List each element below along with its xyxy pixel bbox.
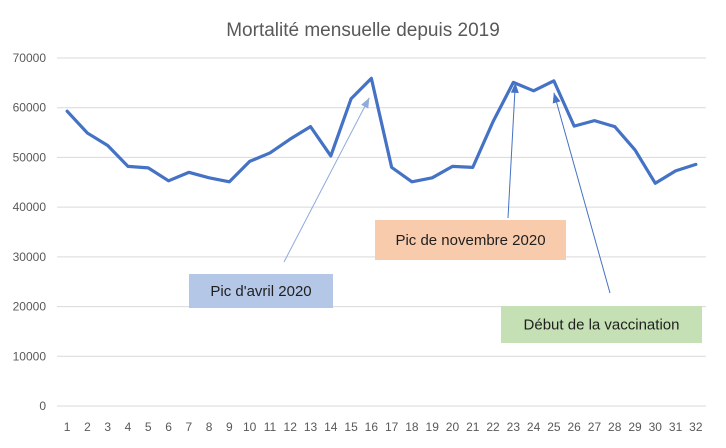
chart-title: Mortalité mensuelle depuis 2019 bbox=[226, 20, 500, 41]
annotation-arrowhead bbox=[552, 92, 561, 104]
x-tick-label: 12 bbox=[284, 420, 298, 434]
annotation-label: Début de la vaccination bbox=[524, 317, 680, 334]
y-tick-label: 0 bbox=[39, 399, 46, 413]
annotation-label: Pic de novembre 2020 bbox=[395, 232, 545, 249]
x-tick-label: 3 bbox=[104, 420, 111, 434]
series-layer bbox=[65, 76, 698, 185]
y-tick-label: 10000 bbox=[13, 349, 47, 363]
annotation-arrow bbox=[507, 82, 516, 219]
y-tick-label: 60000 bbox=[13, 101, 47, 115]
x-tick-label: 13 bbox=[304, 420, 318, 434]
x-tick-label: 22 bbox=[486, 420, 500, 434]
x-tick-label: 23 bbox=[507, 420, 521, 434]
y-tick-label: 70000 bbox=[13, 51, 47, 65]
x-tick-label: 18 bbox=[405, 420, 419, 434]
x-tick-label: 2 bbox=[84, 420, 91, 434]
annotation-box bbox=[501, 306, 702, 343]
gridlines bbox=[57, 57, 706, 407]
annotation-arrowhead bbox=[361, 97, 370, 109]
x-tick-label: 17 bbox=[385, 420, 399, 434]
x-tick-label: 1 bbox=[64, 420, 71, 434]
y-tick-label: 30000 bbox=[13, 250, 47, 264]
x-tick-label: 6 bbox=[165, 420, 172, 434]
x-tick-label: 20 bbox=[446, 420, 460, 434]
series-line bbox=[65, 76, 698, 185]
annotation-label: Pic d'avril 2020 bbox=[210, 283, 311, 300]
x-tick-label: 26 bbox=[567, 420, 581, 434]
annotation-callout: Début de la vaccination bbox=[501, 92, 702, 343]
x-tick-label: 5 bbox=[145, 420, 152, 434]
x-tick-label: 31 bbox=[669, 420, 683, 434]
x-axis-ticks: 1 2 3 4 5 6 7 8 9 10 11 12 13 14 15 16 17 18 19 20 21 22 23 24 2… bbox=[64, 420, 703, 434]
x-tick-label: 24 bbox=[527, 420, 541, 434]
annotation-callout: Pic de novembre 2020 bbox=[375, 82, 566, 260]
annotation-arrowhead bbox=[510, 82, 519, 94]
x-tick-label: 14 bbox=[324, 420, 338, 434]
annotation-box bbox=[375, 220, 566, 260]
x-tick-label: 25 bbox=[547, 420, 561, 434]
x-tick-label: 16 bbox=[365, 420, 379, 434]
x-tick-label: 28 bbox=[608, 420, 622, 434]
x-tick-label: 8 bbox=[206, 420, 213, 434]
x-tick-label: 32 bbox=[689, 420, 703, 434]
x-tick-label: 27 bbox=[588, 420, 602, 434]
annotations: Pic d'avril 2020 Pic de novembre 2020 Débu… bbox=[189, 82, 702, 343]
x-tick-label: 15 bbox=[344, 420, 358, 434]
y-tick-label: 20000 bbox=[13, 300, 47, 314]
annotation-arrow bbox=[553, 92, 611, 294]
x-tick-label: 10 bbox=[243, 420, 257, 434]
annotation-arrow bbox=[283, 97, 370, 263]
x-tick-label: 19 bbox=[426, 420, 440, 434]
y-tick-label: 50000 bbox=[13, 150, 47, 164]
y-tick-label: 40000 bbox=[13, 200, 47, 214]
x-tick-label: 30 bbox=[649, 420, 663, 434]
x-tick-label: 11 bbox=[264, 420, 277, 434]
annotation-box bbox=[189, 274, 333, 308]
annotation-callout: Pic d'avril 2020 bbox=[189, 97, 370, 308]
x-tick-label: 21 bbox=[466, 420, 480, 434]
x-tick-label: 7 bbox=[185, 420, 192, 434]
y-axis-ticks: 0 10000 20000 30000 40000 50000 60000 70000 bbox=[13, 51, 47, 413]
x-tick-label: 9 bbox=[226, 420, 233, 434]
x-tick-label: 4 bbox=[125, 420, 132, 434]
x-tick-label: 29 bbox=[628, 420, 642, 434]
